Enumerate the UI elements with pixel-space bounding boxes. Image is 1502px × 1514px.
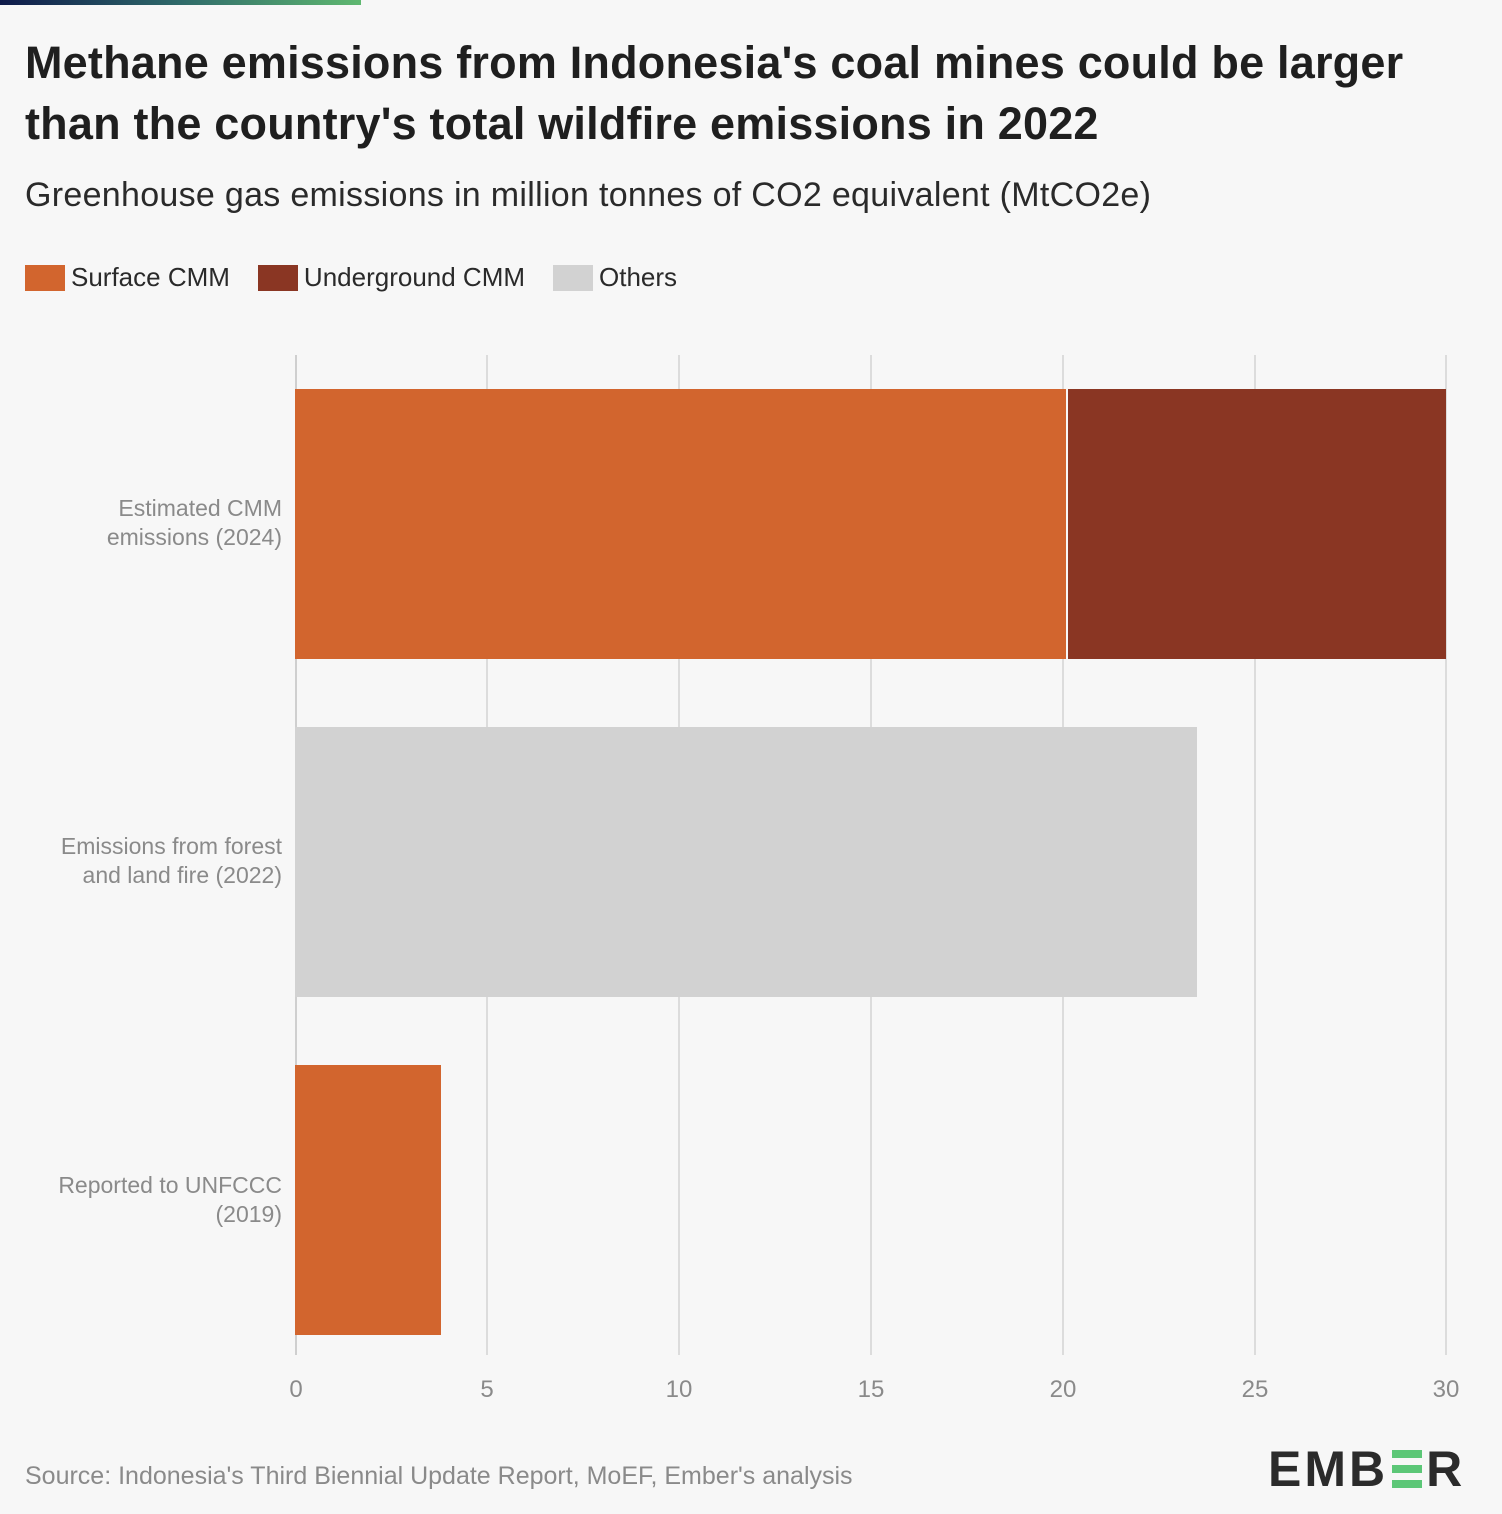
bar-unfccc-2019 (295, 1065, 441, 1335)
legend-item-others: Others (553, 262, 677, 293)
ember-logo: EMB R (1268, 1440, 1465, 1498)
legend-swatch-others (553, 264, 594, 291)
chart-subtitle: Greenhouse gas emissions in million tonn… (25, 176, 1152, 214)
chart-title: Methane emissions from Indonesia's coal … (25, 37, 1404, 149)
legend-swatch-surface-cmm (25, 264, 65, 291)
category-label-line: (2019) (215, 1201, 282, 1227)
gridline-25 (1254, 355, 1256, 1355)
x-tick-25: 25 (1241, 1376, 1269, 1403)
legend-item-underground-cmm: Underground CMM (257, 262, 526, 293)
bar-segment-others (295, 727, 1197, 997)
bar-segment-surface-cmm (295, 389, 1066, 659)
category-label-line: Emissions from forest (60, 833, 282, 859)
source-note: Source: Indonesia's Third Biennial Updat… (25, 1462, 853, 1490)
x-tick-5: 5 (480, 1376, 494, 1403)
legend-item-surface-cmm: Surface CMM (25, 262, 230, 293)
x-tick-30: 30 (1432, 1376, 1460, 1403)
brand-gradient-bar (0, 0, 361, 5)
logo-e-bars-icon (1392, 1450, 1423, 1488)
bar-segment-surface-cmm (295, 1065, 441, 1335)
legend-label: Others (599, 262, 678, 292)
legend-label: Underground CMM (303, 262, 526, 292)
x-tick-20: 20 (1049, 1376, 1077, 1403)
legend-label: Surface CMM (71, 262, 230, 292)
plot-area (295, 355, 1447, 1355)
logo-text-right: R (1426, 1441, 1466, 1497)
category-label-line: emissions (2024) (106, 524, 282, 550)
gridline-30 (1445, 355, 1447, 1355)
bar-segment-underground-cmm (1066, 389, 1446, 659)
legend-swatch-underground-cmm (257, 264, 298, 291)
x-tick-0: 0 (289, 1376, 303, 1403)
logo-text-left: EMB (1268, 1441, 1389, 1497)
legend: Surface CMM Underground CMM Others (25, 262, 705, 293)
category-label-unfccc-2019: Reported to UNFCCC (2019) (0, 1171, 282, 1229)
category-label-cmm-2024: Estimated CMM emissions (2024) (0, 494, 282, 552)
category-label-line: Reported to UNFCCC (58, 1172, 282, 1198)
bar-cmm-2024 (295, 389, 1446, 659)
x-tick-15: 15 (857, 1376, 885, 1403)
x-tick-10: 10 (665, 1376, 693, 1403)
category-label-line: Estimated CMM (118, 495, 282, 521)
category-label-forest-fire-2022: Emissions from forest and land fire (202… (0, 832, 282, 890)
bar-forest-fire-2022 (295, 727, 1197, 997)
category-label-line: and land fire (2022) (82, 862, 282, 888)
